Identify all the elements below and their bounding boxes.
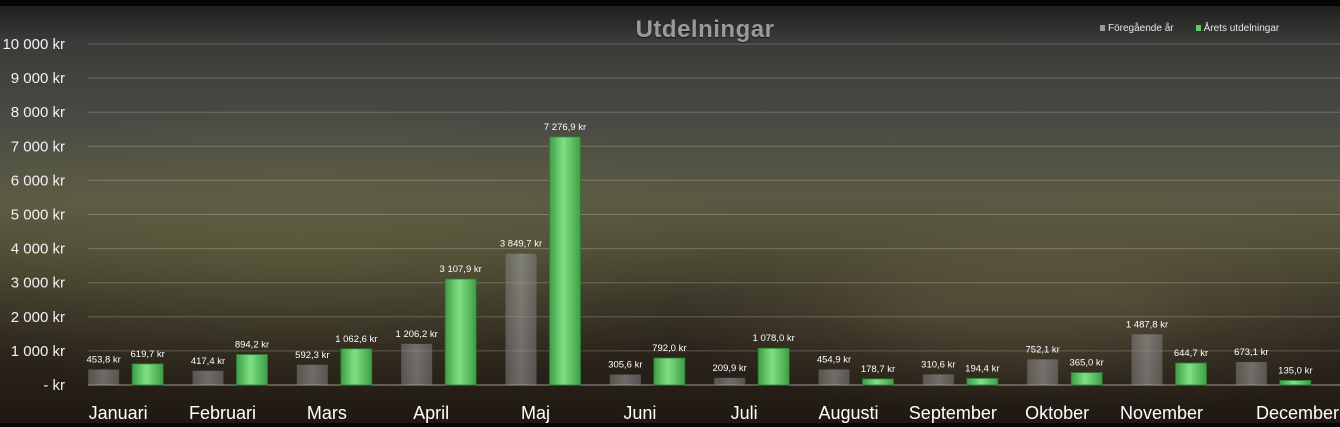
- bar-previous-year: [609, 374, 641, 385]
- x-tick-label: November: [1120, 403, 1203, 423]
- bar-current-year: [236, 354, 268, 386]
- bar-previous-year: [401, 343, 433, 385]
- bar-current-year: [444, 278, 477, 386]
- bar-current-year: [862, 378, 894, 386]
- data-label-previous-year: 305,6 kr: [608, 360, 642, 371]
- data-label-current-year: 1 078,0 kr: [753, 333, 795, 344]
- x-tick-label: Juni: [623, 403, 656, 423]
- bar-current-year: [549, 136, 581, 386]
- chart-title: Utdelningar: [635, 16, 775, 43]
- data-label-current-year: 1 062,6 kr: [335, 334, 377, 345]
- x-tick-label: September: [909, 403, 997, 423]
- y-tick-label: - kr: [43, 377, 65, 394]
- data-label-previous-year: 1 487,8 kr: [1126, 319, 1168, 330]
- y-tick-label: 5 000 kr: [11, 207, 65, 224]
- bar-previous-year: [1131, 334, 1163, 385]
- x-tick-label: Juli: [731, 403, 758, 423]
- data-label-previous-year: 454,9 kr: [817, 354, 851, 365]
- data-label-current-year: 792,0 kr: [652, 343, 686, 354]
- data-label-current-year: 7 276,9 kr: [544, 122, 586, 133]
- y-tick-label: 6 000 kr: [11, 172, 65, 189]
- bar-current-year: [340, 348, 373, 386]
- legend-label-previous-year: Föregående år: [1108, 22, 1174, 34]
- y-tick-label: 7 000 kr: [11, 138, 65, 155]
- data-label-current-year: 194,4 kr: [965, 363, 999, 374]
- top-border: [0, 0, 1340, 6]
- data-label-current-year: 894,2 kr: [235, 340, 269, 351]
- x-tick-label: April: [413, 403, 449, 423]
- bar-previous-year: [192, 370, 224, 385]
- legend-swatch-current-year: [1195, 25, 1201, 31]
- x-tick-label: Oktober: [1025, 403, 1089, 423]
- legend: Föregående år Årets utdelningar: [1100, 20, 1279, 36]
- legend-swatch-previous-year: [1100, 25, 1105, 31]
- data-label-previous-year: 209,9 kr: [713, 363, 747, 374]
- x-tick-label: Augusti: [818, 403, 878, 423]
- data-label-current-year: 178,7 kr: [861, 364, 895, 375]
- data-label-previous-year: 310,6 kr: [921, 359, 955, 370]
- bar-previous-year: [296, 364, 328, 385]
- y-tick-label: 3 000 kr: [11, 275, 65, 292]
- data-label-previous-year: 673,1 kr: [1234, 347, 1268, 358]
- legend-label-current-year: Årets utdelningar: [1203, 22, 1280, 34]
- bar-current-year: [1279, 379, 1312, 386]
- data-label-previous-year: 3 849,7 kr: [500, 239, 542, 250]
- data-label-current-year: 644,7 kr: [1174, 348, 1208, 359]
- x-tick-label: Februari: [189, 403, 256, 423]
- data-label-current-year: 3 107,9 kr: [440, 264, 482, 275]
- data-label-current-year: 365,0 kr: [1070, 358, 1104, 369]
- x-tick-label: Mars: [307, 403, 347, 423]
- data-label-previous-year: 417,4 kr: [191, 356, 225, 367]
- y-tick-label: 8 000 kr: [11, 104, 65, 121]
- data-label-previous-year: 592,3 kr: [295, 350, 329, 361]
- bar-previous-year: [505, 253, 537, 385]
- bar-previous-year: [922, 374, 954, 385]
- bar-previous-year: [1027, 359, 1059, 385]
- legend-item-previous-year[interactable]: Föregående år: [1100, 23, 1174, 34]
- legend-item-current-year[interactable]: Årets utdelningar: [1195, 22, 1280, 34]
- y-tick-label: 2 000 kr: [11, 309, 65, 326]
- y-tick-label: 10 000 kr: [2, 36, 65, 53]
- y-tick-label: 4 000 kr: [11, 241, 65, 258]
- y-tick-label: 9 000 kr: [11, 70, 65, 87]
- bar-current-year: [966, 377, 999, 386]
- bar-current-year: [1070, 372, 1103, 386]
- bar-current-year: [757, 347, 790, 386]
- bar-previous-year: [714, 377, 746, 385]
- bar-current-year: [131, 363, 164, 386]
- bar-previous-year: [818, 369, 850, 385]
- x-tick-label: December: [1256, 403, 1339, 423]
- y-tick-label: 1 000 kr: [11, 343, 65, 360]
- x-tick-label: Maj: [521, 403, 550, 423]
- bar-current-year: [1175, 362, 1207, 386]
- x-tick-label: Januari: [89, 403, 148, 423]
- bar-current-year: [653, 357, 686, 386]
- data-label-current-year: 619,7 kr: [131, 349, 165, 360]
- data-label-previous-year: 752,1 kr: [1026, 344, 1060, 355]
- data-label-previous-year: 453,8 kr: [87, 355, 121, 366]
- bar-previous-year: [1235, 362, 1267, 385]
- data-label-current-year: 135,0 kr: [1278, 365, 1312, 376]
- bottom-border: [0, 423, 1340, 427]
- data-label-previous-year: 1 206,2 kr: [396, 329, 438, 340]
- bar-previous-year: [88, 369, 120, 385]
